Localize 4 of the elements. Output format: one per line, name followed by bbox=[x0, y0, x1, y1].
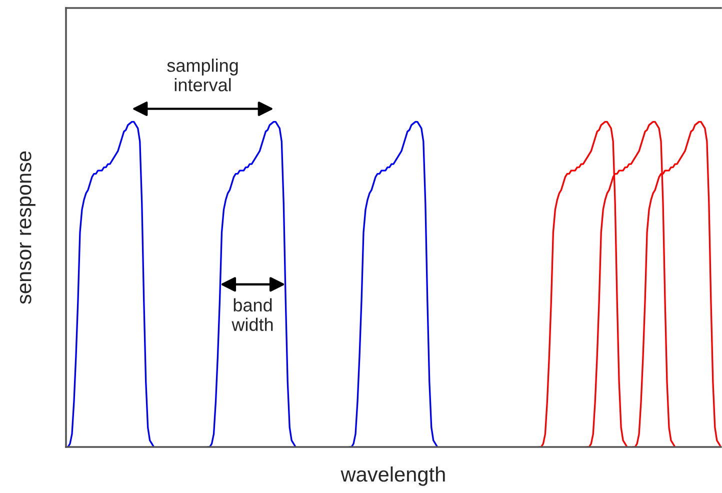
annotation: band width bbox=[232, 298, 273, 332]
text: sampling interval bbox=[167, 58, 238, 92]
y-axis-title: sensor response bbox=[20, 151, 36, 304]
x-axis-title: wavelength bbox=[340, 466, 445, 486]
